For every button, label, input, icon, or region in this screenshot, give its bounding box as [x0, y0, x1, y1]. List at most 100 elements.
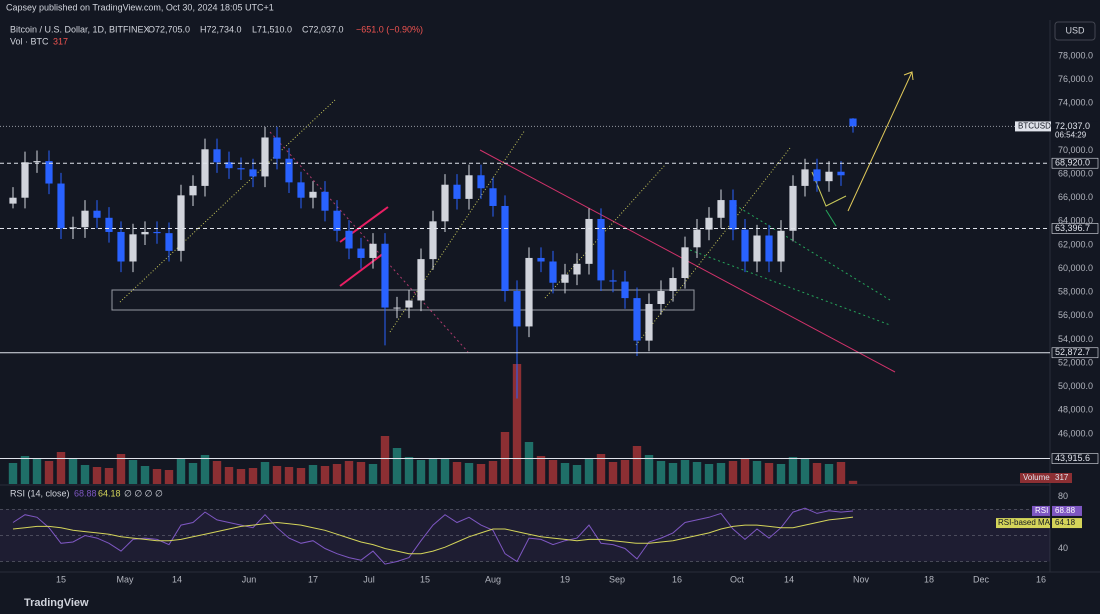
volume-bar	[56, 452, 66, 484]
volume-bar	[644, 455, 654, 484]
y-tick-label: 68,000.0	[1058, 168, 1093, 178]
volume-bar	[272, 466, 282, 484]
low: L71,510.0	[252, 24, 292, 34]
volume-bar	[104, 468, 114, 484]
candle-body	[801, 169, 809, 186]
volume-bar	[8, 463, 18, 484]
y-tick-label: 78,000.0	[1058, 50, 1093, 60]
candle-body	[753, 235, 761, 262]
candle-body	[213, 149, 221, 163]
x-tick-label: 14	[784, 574, 794, 584]
volume-bar	[632, 446, 642, 484]
volume-bar	[68, 458, 78, 484]
volume-bar	[848, 480, 858, 484]
y-tick-label: 60,000.0	[1058, 263, 1093, 273]
trendline	[119, 99, 336, 303]
currency-button[interactable]	[1054, 21, 1096, 41]
y-tick-label: 46,000.0	[1058, 428, 1093, 438]
volume-bar	[464, 463, 474, 484]
volume-bar	[740, 458, 750, 484]
candle-body	[345, 230, 353, 249]
candle-body	[405, 300, 413, 308]
volume-bar	[128, 460, 138, 484]
rsi-tag-value: 68.88	[1055, 506, 1076, 515]
projection-arrow	[847, 71, 913, 212]
publish-info: Capsey published on TradingView.com, Oct…	[6, 2, 274, 12]
candle-body	[633, 298, 641, 341]
x-tick-label: 16	[1036, 574, 1046, 584]
candle-body	[177, 195, 185, 251]
level-tag	[1051, 347, 1099, 359]
rsi-ma-value: 64.18	[98, 488, 121, 498]
volume-bar	[776, 464, 786, 484]
candle-body	[837, 171, 845, 176]
volume-bar	[812, 463, 822, 484]
candle-body	[417, 259, 425, 301]
volume-bar	[308, 465, 318, 484]
volume-bar	[584, 458, 594, 484]
level-label: 68,920.0	[1055, 158, 1090, 168]
volume-bar	[392, 448, 402, 484]
volume-bar	[440, 458, 450, 484]
candle-body	[645, 304, 653, 341]
volume-bar	[116, 454, 126, 484]
open: O72,705.0	[148, 24, 190, 34]
y-tick-label: 58,000.0	[1058, 287, 1093, 297]
level-tag	[1051, 453, 1099, 464]
candle-body	[765, 235, 773, 262]
rsi-title: RSI (14, close)	[10, 488, 70, 498]
volume-bar	[344, 461, 354, 484]
volume-bar	[512, 364, 522, 484]
rsi-tick-label: 80	[1058, 491, 1068, 501]
rsi-ma-tag-value: 64.18	[1055, 518, 1076, 527]
candle-body	[705, 217, 713, 230]
candle-body	[669, 278, 677, 292]
x-tick-label: 18	[924, 574, 934, 584]
candle-body	[129, 234, 137, 262]
x-tick-label: May	[116, 574, 134, 584]
candle-body	[285, 158, 293, 183]
candle-body	[57, 183, 65, 229]
volume-label: Vol · BTC	[10, 36, 49, 46]
volume-bar	[92, 467, 102, 484]
candle-body	[777, 230, 785, 262]
x-tick-label: 15	[420, 574, 430, 584]
candle-body	[789, 185, 797, 231]
level-tag	[1051, 157, 1099, 169]
volume-bar	[404, 457, 414, 484]
price-countdown: 06:54:29	[1055, 131, 1087, 140]
candle-body	[297, 182, 305, 198]
level-tag	[1051, 223, 1099, 234]
volume-bar	[728, 461, 738, 484]
volume-bar	[452, 462, 462, 484]
rsi-tick-label: 40	[1058, 543, 1068, 553]
candle-body	[93, 210, 101, 218]
rsi-tag-name: RSI	[1035, 506, 1048, 515]
y-tick-label: 66,000.0	[1058, 192, 1093, 202]
candle-body	[693, 229, 701, 248]
candle-body	[201, 149, 209, 186]
candle-body	[261, 137, 269, 177]
volume-bar	[32, 459, 42, 484]
candle-body	[69, 227, 77, 229]
high: H72,734.0	[200, 24, 242, 34]
candle-body	[9, 197, 17, 204]
y-tick-label: 50,000.0	[1058, 381, 1093, 391]
volume-bar	[716, 463, 726, 484]
y-tick-label: 48,000.0	[1058, 405, 1093, 415]
volume-bar	[800, 459, 810, 484]
candle-body	[273, 137, 281, 159]
volume-bar	[560, 463, 570, 484]
candle-body	[537, 257, 545, 262]
y-tick-label: 56,000.0	[1058, 310, 1093, 320]
volume-bar	[296, 468, 306, 484]
change: −651.0 (−0.90%)	[356, 24, 423, 34]
candle-body	[681, 247, 689, 279]
volume-bar	[548, 460, 558, 484]
symbol: Bitcoin / U.S. Dollar, 1D, BITFINEX	[10, 24, 150, 34]
candle-body	[117, 231, 125, 262]
arrow-head	[903, 71, 914, 81]
volume-bar	[656, 461, 666, 484]
candle-body	[357, 248, 365, 258]
volume-bar	[152, 469, 162, 484]
